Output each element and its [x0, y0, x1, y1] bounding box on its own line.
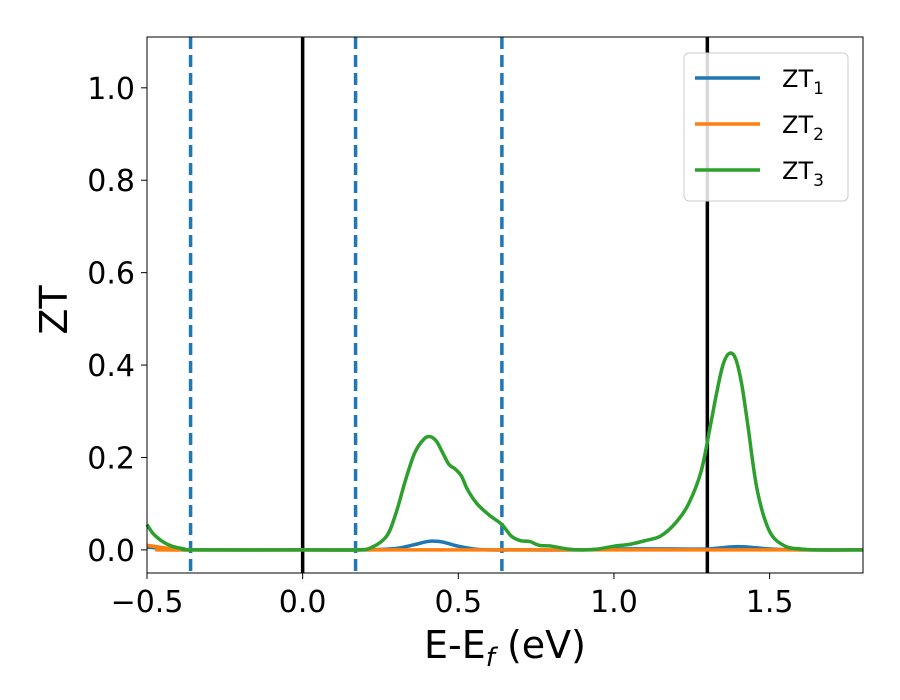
y-axis-ticks: 0.0 0.2 0.4 0.6 0.8 1.0 [87, 72, 147, 569]
x-axis-title: E-Ef (eV) [424, 623, 586, 673]
x-tick-label: −0.5 [111, 585, 184, 620]
legend-box [683, 52, 849, 202]
y-tick-label: 0.8 [87, 164, 135, 199]
x-axis-title-main: E-E [424, 623, 486, 667]
y-tick-label: 0.4 [87, 349, 135, 384]
legend-label-zt2: ZT2 [782, 111, 824, 145]
y-tick-label: 0.0 [87, 534, 135, 569]
y-tick-label: 0.6 [87, 257, 135, 292]
legend: ZT1 ZT2 ZT3 [683, 52, 849, 202]
x-tick-label: 1.5 [746, 585, 794, 620]
legend-label-zt3: ZT3 [782, 157, 824, 191]
y-tick-label: 0.2 [87, 441, 135, 476]
legend-label-zt1: ZT1 [782, 65, 824, 99]
series-line-zt3 [145, 351, 864, 552]
reference-lines [188, 37, 710, 573]
x-axis-ticks: −0.5 0.0 0.5 1.0 1.5 [111, 573, 794, 620]
y-axis-title: ZT [32, 285, 76, 335]
x-axis-title-unit: (eV) [495, 623, 586, 667]
plot-series [145, 351, 864, 552]
x-tick-label: 0.0 [279, 585, 327, 620]
y-tick-label: 1.0 [87, 72, 135, 107]
x-tick-label: 0.5 [434, 585, 482, 620]
x-tick-label: 1.0 [590, 585, 638, 620]
plot-area-frame [146, 36, 864, 574]
